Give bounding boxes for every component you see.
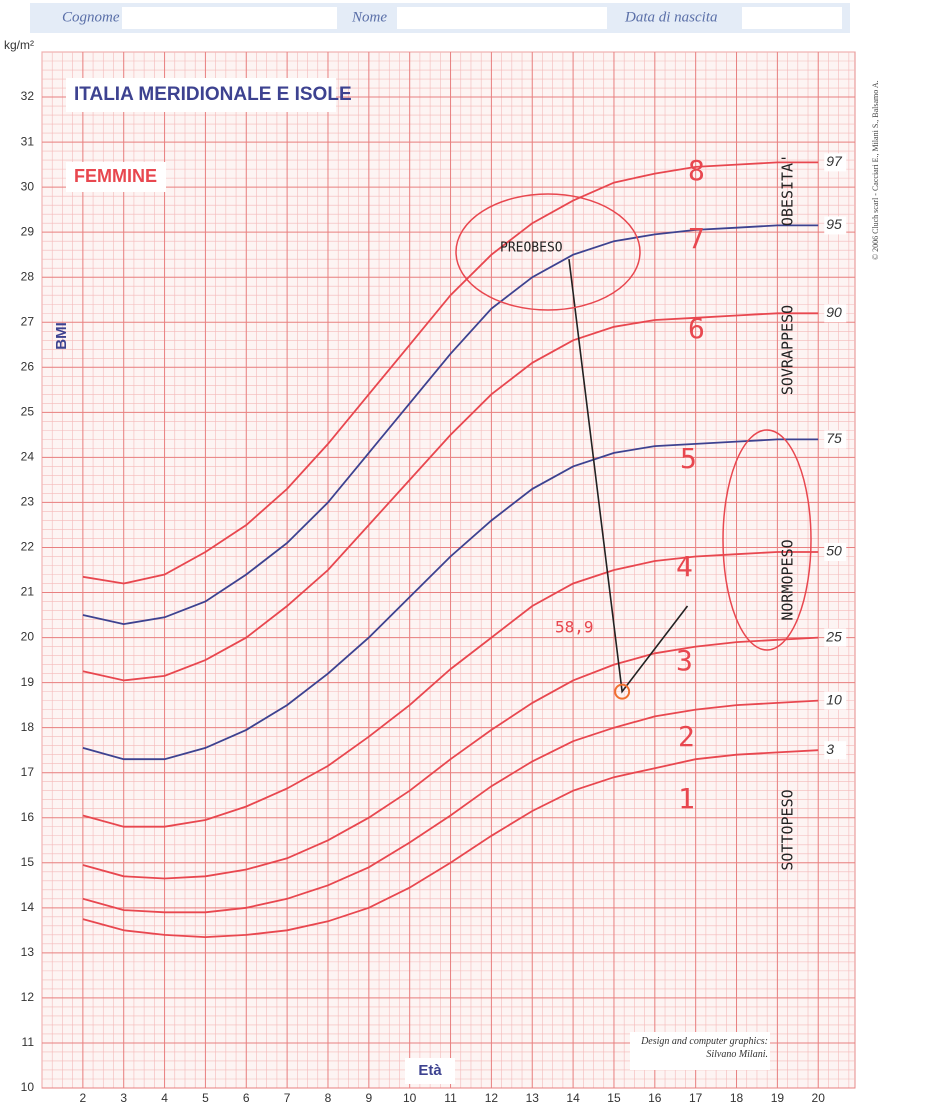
handwritten-note: 4 (676, 550, 693, 583)
x-axis-label: Età (418, 1062, 442, 1079)
y-tick-label: 21 (21, 585, 35, 599)
y-tick-label: 14 (21, 900, 35, 914)
curve-label: 97 (826, 153, 843, 169)
handwritten-note: NORMOPESO (779, 539, 797, 620)
y-axis-label: BMI (53, 322, 70, 350)
chart-title: ITALIA MERIDIONALE E ISOLE (74, 84, 352, 105)
handwritten-note: 7 (688, 222, 705, 255)
handwritten-note: SOTTOPESO (779, 789, 797, 870)
plot-area (42, 52, 855, 1088)
input-box (742, 7, 842, 29)
y-tick-label: 26 (21, 359, 35, 373)
curve-label: 3 (826, 741, 834, 757)
handwritten-note: 6 (688, 312, 705, 345)
x-tick-label: 17 (689, 1091, 703, 1105)
y-tick-label: 19 (21, 675, 35, 689)
y-tick-label: 27 (21, 314, 35, 328)
handwritten-note: 5 (680, 442, 697, 475)
x-tick-label: 20 (812, 1091, 826, 1105)
credit: Design and computer graphics: Silvano Mi… (632, 1035, 768, 1061)
y-tick-label: 16 (21, 810, 35, 824)
y-tick-label: 30 (21, 179, 35, 193)
x-tick-label: 16 (648, 1091, 662, 1105)
credit-holder: Design and computer graphics: Silvano Mi… (632, 1035, 768, 1069)
birth-label: Data di nascita (624, 9, 718, 25)
y-tick-label: 24 (21, 450, 35, 464)
handwritten-note: OBESITA' (779, 154, 797, 226)
y-tick-label: 29 (21, 224, 35, 238)
y-tick-label: 28 (21, 269, 35, 283)
input-box (397, 7, 607, 29)
handwritten-note: PREOBESO (500, 241, 563, 256)
y-tick-label: 23 (21, 495, 35, 509)
x-tick-label: 9 (365, 1091, 372, 1105)
grid-layer (42, 52, 855, 1088)
x-tick-label: 13 (526, 1091, 540, 1105)
x-tick-label: 8 (325, 1091, 332, 1105)
handwritten-note: 2 (678, 720, 695, 753)
chart-subtitle: FEMMINE (74, 166, 157, 186)
y-tick-label: 32 (21, 89, 35, 103)
curve-label: 75 (826, 430, 842, 446)
name-label: Nome (351, 9, 387, 25)
curve-label: 25 (825, 628, 842, 644)
handwritten-note: 8 (688, 154, 705, 187)
y-tick-label: 10 (21, 1080, 35, 1094)
y-tick-label: 13 (21, 945, 35, 959)
y-tick-label: 17 (21, 765, 35, 779)
handwritten-note: SOVRAPPESO (779, 305, 797, 395)
curve-label: 95 (826, 216, 842, 232)
x-tick-label: 2 (80, 1091, 87, 1105)
x-tick-label: 10 (403, 1091, 417, 1105)
x-tick-label: 15 (607, 1091, 621, 1105)
curve-label: 50 (826, 543, 842, 559)
x-tick-label: 12 (485, 1091, 499, 1105)
x-tick-label: 11 (444, 1091, 457, 1105)
x-tick-label: 19 (771, 1091, 785, 1105)
x-tick-label: 6 (243, 1091, 250, 1105)
y-tick-label: 25 (21, 405, 35, 419)
x-tick-label: 18 (730, 1091, 744, 1105)
y-tick-label: 20 (21, 630, 35, 644)
y-tick-label: 12 (21, 990, 35, 1004)
input-box (122, 7, 337, 29)
surname-label: Cognome (62, 9, 120, 25)
x-tick-label: 3 (120, 1091, 127, 1105)
y-unit: kg/m² (4, 38, 34, 52)
y-tick-label: 11 (22, 1035, 35, 1049)
y-tick-label: 15 (21, 855, 35, 869)
x-tick-label: 5 (202, 1091, 209, 1105)
x-tick-label: 14 (566, 1091, 580, 1105)
y-tick-label: 18 (21, 720, 35, 734)
y-tick-label: 31 (21, 134, 35, 148)
x-tick-label: 4 (161, 1091, 168, 1105)
chart: Cognome Nome Data di nascita ITALIA MERI… (0, 0, 930, 1107)
x-tick-label: 7 (284, 1091, 291, 1105)
curve-label: 10 (826, 691, 842, 707)
handwritten-note: 3 (676, 644, 693, 677)
y-tick-label: 22 (21, 540, 35, 554)
copyright: © 2006 Cluch scarl - Cacciari E., Milani… (871, 80, 880, 260)
handwritten-note: 58,9 (555, 618, 594, 637)
handwritten-note: 1 (678, 782, 695, 815)
curve-label: 90 (826, 304, 842, 320)
